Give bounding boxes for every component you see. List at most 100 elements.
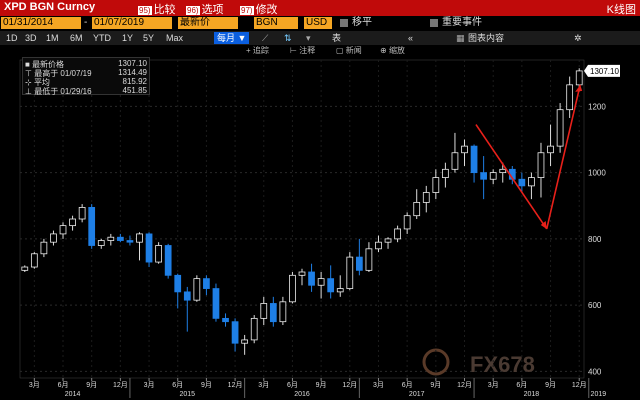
chart-content-icon: ▦ [456,33,465,43]
y-axis: 400 600 800 1000 1200 1307.10 [584,64,620,376]
candle-body [40,241,48,255]
year-label: 2017 [409,391,425,398]
table-button[interactable]: 表 [332,33,342,43]
legend-label: 最高于 01/07/19 [34,69,92,78]
candle-body [279,301,287,323]
date-toolbar: 01/31/2014 - 01/07/2019 最新价 BGN USD 移平 重… [0,16,640,30]
candle-body [241,339,249,344]
options-button[interactable]: 96) 选项 [186,1,224,17]
year-label: 2014 [65,391,81,398]
candle-body [365,248,373,271]
candle-body [537,152,545,178]
candle-body [269,303,277,323]
arrow-head [575,84,583,92]
period-max[interactable]: Max [166,33,184,43]
legend-label: 最低于 01/29/16 [34,87,92,96]
compare-button[interactable]: 95) 比较 [138,1,176,17]
legend-label: 最新价格 [32,60,65,69]
chart-content-button[interactable]: 图表内容 [468,33,505,43]
period-ytd[interactable]: YTD [93,33,111,43]
candle-body [308,271,315,286]
events-checkbox[interactable] [430,19,438,27]
candle-body [97,240,105,246]
date-separator: - [84,17,88,28]
candle-body [442,168,449,178]
double-chevron-left-icon[interactable]: « [408,33,414,43]
candle-body [346,256,354,289]
candle-body [298,271,306,276]
candle-body [327,278,335,293]
edit-num: 97) [240,6,254,15]
start-date-field[interactable]: 01/31/2014 [1,17,81,29]
track-button[interactable]: + 追踪 [246,46,269,55]
x-tick-label: 6月 [287,381,298,389]
annotate-label: 注释 [299,46,316,55]
x-tick-label: 12月 [572,381,587,389]
legend-row-last: ■ 最新价格 [25,60,65,69]
candle-body [480,172,487,180]
x-tick-label: 12月 [342,381,357,389]
last-price-tag [584,64,620,77]
legend-value: 451.85 [122,86,147,95]
plot-area [19,59,585,379]
x-tick-label: 6月 [402,381,413,389]
candle-body [145,233,153,263]
frequency-label: 每月 [217,33,236,43]
period-6m[interactable]: 6M [70,33,83,43]
x-axis: 3月 6月 9月 12月 3月 6月 9月 12月 3月 6月 9月 12月 3月 6月 9月 12月 3月 6月… [29,378,606,398]
x-tick-label: 12月 [457,381,472,389]
candle-body [174,274,182,293]
candle-body [547,145,554,154]
menu-chevron-icon[interactable]: ▾ [306,33,311,43]
news-button[interactable]: ▢ 新闻 [336,46,362,55]
candle-body [155,245,162,263]
x-tick-label: 9月 [545,381,556,389]
x-tick-label: 12月 [228,381,243,389]
edit-button[interactable]: 97) 修改 [240,1,278,17]
line-chart-icon[interactable]: ⟋ [262,33,269,43]
up-trend-arrow [545,84,581,230]
events-label: 重要事件 [442,17,482,28]
candle-body [78,207,86,220]
security-ticker[interactable]: XPD BGN Curncy [4,1,96,13]
candle-body [117,236,124,241]
candle-body [231,321,239,344]
compare-label: 比较 [153,4,176,16]
period-1d[interactable]: 1D [6,33,18,43]
chart-tools-bar: + 追踪 ⊢ 注释 ▢ 新闻 ⊕ 缩放 [0,45,640,57]
price-field-select[interactable]: 最新价 [178,17,238,29]
bar-chart-icon[interactable]: ⇅ [284,33,292,43]
y-tick-label: 400 [588,367,602,376]
chart-grid: FX678 [19,59,585,379]
x-tick-label: 3月 [488,381,499,389]
track-label: 追踪 [252,46,269,55]
annotate-button[interactable]: ⊢ 注释 [290,46,316,55]
currency-select[interactable]: USD [304,17,332,29]
options-label: 选项 [201,4,224,16]
trend-arrows [475,84,583,230]
period-3d[interactable]: 3D [25,33,37,43]
period-1y[interactable]: 1Y [122,33,134,43]
move-checkbox[interactable] [340,19,348,27]
candle-body [88,207,96,246]
period-1m[interactable]: 1M [46,33,59,43]
gear-icon[interactable]: ✲ [574,33,582,43]
candle-body [260,303,268,319]
year-label: 2019 [591,391,607,398]
legend-row-low: ⊥ 最低于 01/29/16 [25,87,92,96]
source-field[interactable]: BGN [254,17,298,29]
x-tick-label: 12月 [113,381,128,389]
frequency-select[interactable]: 每月 ▼ [214,32,250,44]
end-date-field[interactable]: 01/07/2019 [92,17,172,29]
price-chart[interactable]: FX678 400 600 800 1000 1200 1307.10 3月 6月 9月 12月… [0,57,640,400]
candle-body [375,241,382,250]
candle-body [470,145,478,174]
period-5y[interactable]: 5Y [143,33,155,43]
candle-body [355,256,363,271]
candle-body [164,245,172,276]
candle-body [403,215,411,230]
zoom-button[interactable]: ⊕ 缩放 [380,46,405,55]
candle-body [566,84,574,111]
news-label: 新闻 [345,46,362,55]
candle-body [126,240,134,243]
